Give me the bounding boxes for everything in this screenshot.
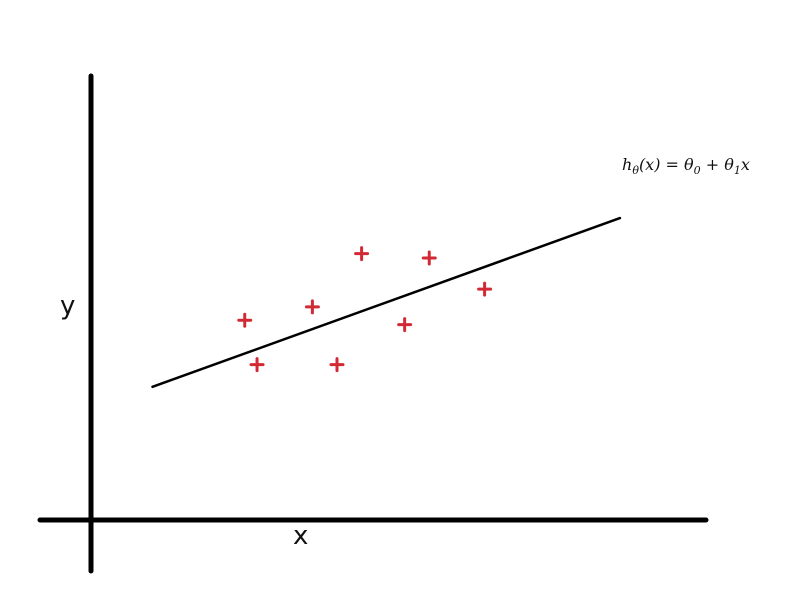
data-point (399, 319, 411, 331)
eq-theta0-subscript: 0 (694, 164, 701, 177)
data-point (331, 359, 343, 371)
y-axis-label: y (60, 291, 75, 321)
data-point (239, 314, 251, 326)
eq-h: h (622, 155, 632, 174)
eq-x: x (741, 155, 750, 174)
data-point (306, 301, 318, 313)
eq-rest: (x) = θ (639, 155, 694, 174)
data-point (479, 283, 491, 295)
eq-theta1-subscript: 1 (734, 164, 741, 177)
data-point (251, 359, 263, 371)
data-point (423, 252, 435, 264)
regression-line (153, 218, 620, 387)
hypothesis-equation-label: hθ(x) = θ0 + θ1x (622, 155, 750, 177)
eq-plus-theta: + θ (701, 155, 735, 174)
data-point (356, 248, 368, 260)
x-axis-label: x (293, 521, 308, 551)
